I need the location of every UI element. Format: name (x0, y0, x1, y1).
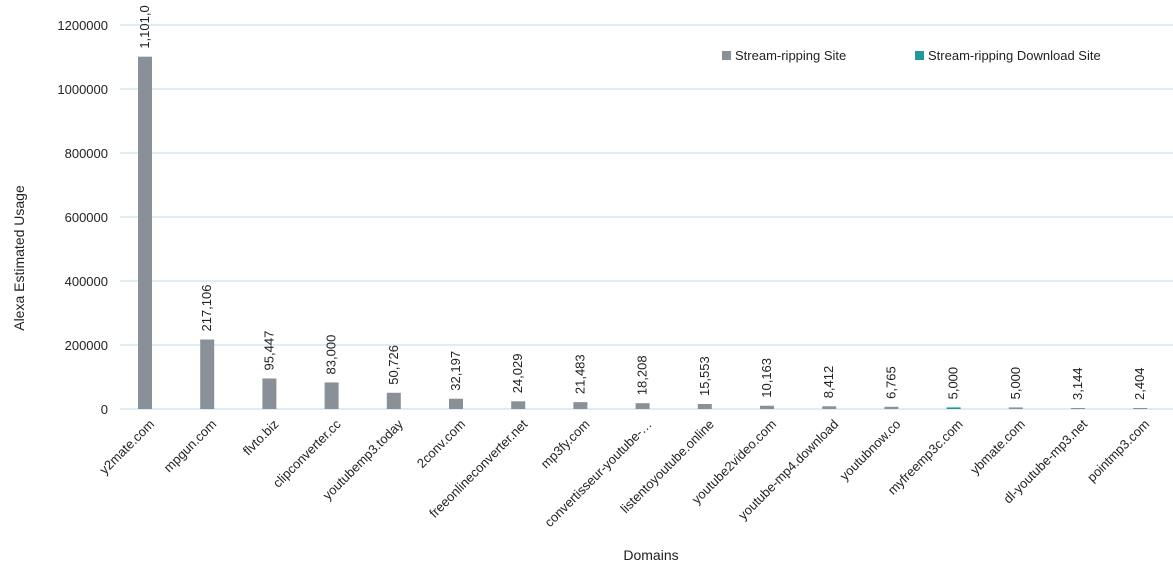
value-label: 8,412 (821, 366, 836, 399)
value-label: 6,765 (883, 366, 898, 399)
value-label: 1,101,0 (137, 5, 152, 48)
value-label: 217,106 (199, 285, 214, 332)
legend-swatch (915, 51, 924, 60)
bar (1133, 408, 1148, 409)
bar (200, 339, 215, 409)
x-tick-label: ybmate.com (967, 417, 1028, 478)
y-tick-label: 400000 (65, 274, 108, 289)
y-tick-label: 800000 (65, 146, 108, 161)
y-tick-label: 200000 (65, 338, 108, 353)
value-label: 5,000 (1008, 367, 1023, 400)
bar (1008, 407, 1023, 409)
y-axis-title: Alexa Estimated Usage (11, 185, 27, 331)
bar (324, 382, 339, 409)
y-tick-label: 0 (101, 402, 108, 417)
value-label: 3,144 (1070, 367, 1085, 400)
x-tick-label: pointmp3.com (1084, 417, 1152, 485)
bar (760, 405, 774, 409)
x-tick-label: youtube-mp4.download (735, 417, 841, 523)
y-tick-label: 1200000 (57, 18, 108, 33)
bar (138, 56, 152, 410)
value-label: 95,447 (261, 331, 276, 371)
x-tick-label: mpgun.com (161, 417, 220, 476)
value-label: 5,000 (946, 367, 961, 400)
value-label: 15,553 (697, 356, 712, 396)
bar (822, 406, 837, 409)
gridlines (120, 24, 1173, 410)
value-label: 83,000 (324, 335, 339, 375)
x-tick-label: flvto.biz (240, 417, 282, 459)
y-tick-label: 600000 (65, 210, 108, 225)
x-tick-label: y2mate.com (96, 417, 157, 478)
x-tick-label: mp3fy.com (538, 417, 593, 472)
value-label: 50,726 (386, 345, 401, 385)
x-tick-label: 2conv.com (414, 417, 468, 471)
value-label: 2,404 (1132, 367, 1147, 400)
bar (386, 392, 401, 409)
value-label: 24,029 (510, 354, 525, 394)
bar (884, 406, 899, 409)
x-tick-label: youtubnow.co (837, 417, 904, 484)
bar (697, 404, 712, 409)
bar (262, 378, 277, 409)
legend-swatch (722, 51, 731, 60)
legend-label: Stream-ripping Site (735, 48, 846, 63)
value-label: 21,483 (572, 354, 587, 394)
x-axis-ticks: y2mate.com mpgun.com flvto.bizclipconverte… (96, 416, 1152, 530)
value-labels: 1,101,0 217,106 95,447 83,000 50,726 32,197 24… (137, 5, 1147, 400)
bar (1071, 407, 1085, 409)
value-label: 32,197 (448, 351, 463, 391)
bar (635, 403, 650, 409)
value-label: 18,208 (635, 355, 650, 395)
bar (946, 407, 961, 409)
bar (449, 398, 463, 409)
bar (511, 401, 526, 409)
y-tick-label: 1000000 (57, 82, 108, 97)
legend: Stream-ripping Site Stream-ripping Downlo… (722, 48, 1101, 63)
bars (138, 56, 1148, 410)
value-label: 10,163 (759, 358, 774, 398)
bar (573, 402, 588, 409)
x-tick-label: convertisseur-youtube-… (541, 417, 654, 530)
y-axis-ticks: 0 200000 400000 600000 800000 1000000 1200000 (57, 18, 108, 417)
x-axis-title: Domains (623, 547, 678, 563)
legend-label: Stream-ripping Download Site (928, 48, 1101, 63)
